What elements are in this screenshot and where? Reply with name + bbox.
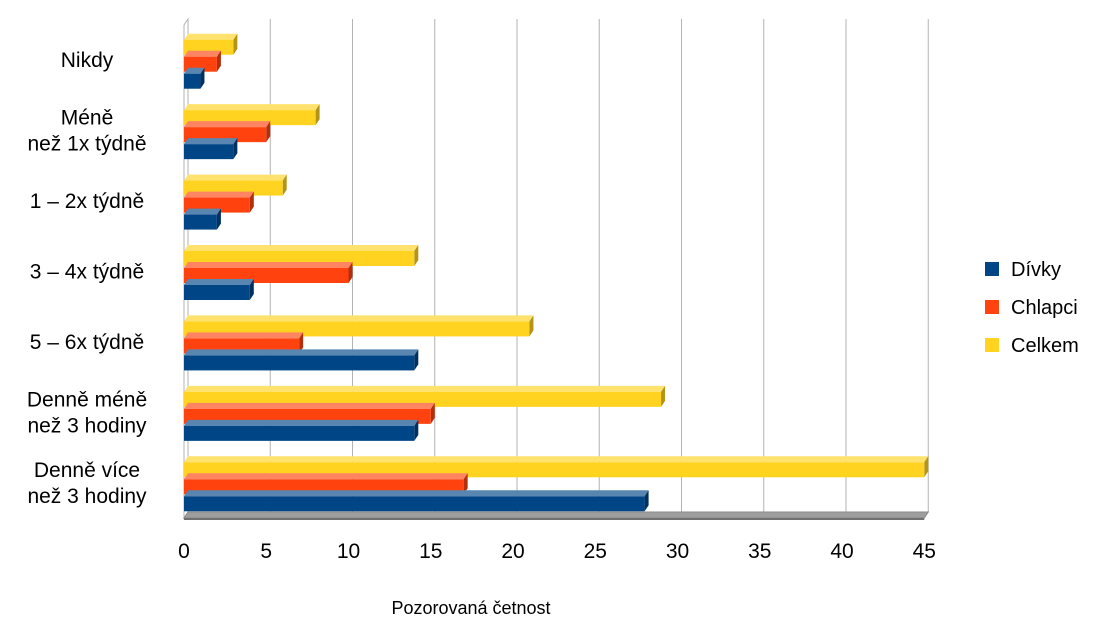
x-tick-label: 40	[830, 540, 853, 563]
chart-floor	[183, 511, 930, 520]
legend-label: Dívky	[1011, 259, 1061, 281]
x-tick-label: 15	[419, 540, 442, 563]
x-tick-label: 20	[501, 540, 524, 563]
bar-d-vky-0	[184, 67, 205, 89]
tick-labels: 0 5 10 15 20 25 30 35 40 45	[178, 540, 936, 563]
category-label: 1 – 2x týdně	[30, 190, 144, 213]
legend-item-d-vky: Dívky	[985, 259, 1061, 281]
category-labels: Nikdy Méně než 1x týdně 1 – 2x týdně 3 – 4x …	[27, 49, 147, 508]
x-tick-label: 35	[748, 540, 771, 563]
legend-swatch	[985, 262, 999, 276]
bars-group	[184, 33, 929, 512]
category-label: Denně méně než 3 hodiny	[27, 388, 147, 437]
x-tick-label: 25	[584, 540, 607, 563]
x-tick-label: 45	[913, 540, 936, 563]
bar-d-vky-6	[184, 490, 649, 512]
category-label: Nikdy	[61, 49, 114, 72]
bar-celkem-0	[184, 33, 238, 55]
bar-d-vky-5	[184, 419, 419, 441]
legend-label: Celkem	[1011, 335, 1079, 357]
x-tick-label: 0	[178, 540, 190, 563]
floor-plane	[183, 511, 930, 519]
legend: Dívky Chlapci Celkem	[985, 259, 1079, 357]
category-label: Denně více než 3 hodiny	[27, 459, 147, 508]
x-tick-label: 30	[666, 540, 689, 563]
bar-d-vky-1	[184, 138, 238, 160]
bar-d-vky-4	[184, 349, 419, 371]
legend-swatch	[985, 300, 999, 314]
bar-d-vky-3	[184, 279, 254, 300]
x-tick-label: 5	[260, 540, 272, 563]
floor-edge	[184, 518, 925, 520]
category-label: Méně než 1x týdně	[27, 107, 146, 156]
legend-swatch	[985, 338, 999, 352]
legend-item-celkem: Celkem	[985, 335, 1079, 357]
bar-d-vky-2	[184, 208, 221, 230]
x-tick-label: 10	[337, 540, 360, 563]
legend-label: Chlapci	[1011, 297, 1078, 319]
category-label: 5 – 6x týdně	[30, 331, 144, 354]
category-label: 3 – 4x týdně	[30, 261, 144, 284]
x-axis-title: Pozorovaná četnost	[391, 598, 550, 618]
legend-item-chlapci: Chlapci	[985, 297, 1078, 319]
